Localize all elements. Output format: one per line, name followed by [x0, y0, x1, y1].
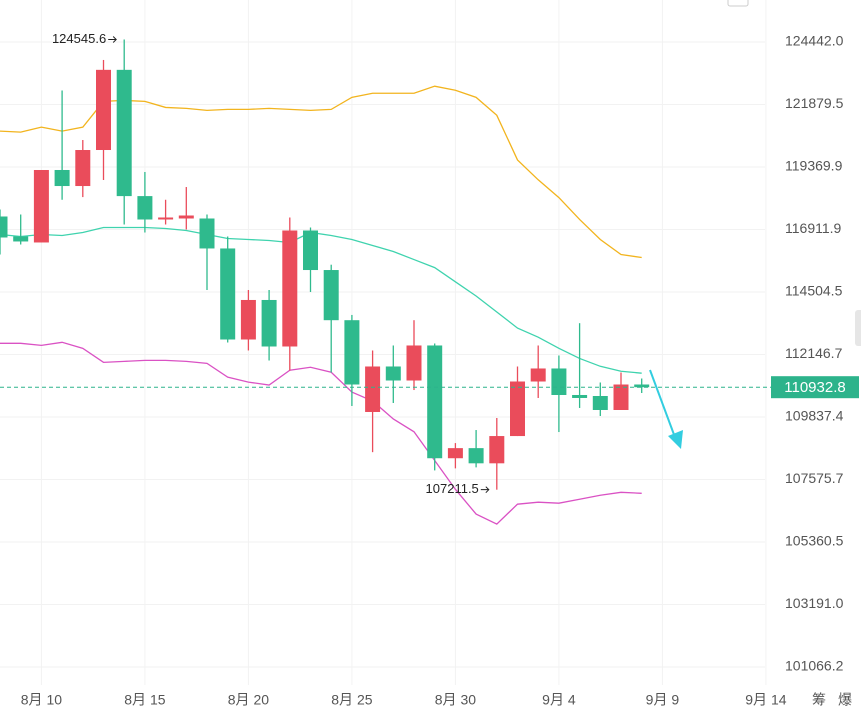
- toolbar-button[interactable]: 筹: [812, 692, 826, 708]
- candle-body: [634, 384, 650, 388]
- x-tick-label: 8月 10: [21, 692, 62, 708]
- candle-body: [489, 436, 505, 464]
- y-tick-label: 112146.7: [785, 345, 843, 361]
- trend-arrow: [649, 369, 677, 441]
- candle-body: [13, 236, 29, 242]
- candle-body: [447, 448, 463, 459]
- panel-icon[interactable]: [727, 0, 749, 7]
- extreme-arrow: [108, 36, 117, 43]
- candle-body: [510, 381, 525, 437]
- x-tick-label: 9月 9: [646, 692, 680, 708]
- y-tick-label: 109837.4: [785, 408, 844, 424]
- candle-body: [592, 395, 608, 410]
- x-tick-label: 9月 4: [542, 692, 576, 708]
- candle-body: [158, 217, 174, 220]
- candle-body: [468, 448, 484, 464]
- candle-body: [406, 345, 422, 381]
- x-tick-label: 8月 25: [331, 692, 372, 708]
- candle-body: [178, 215, 194, 219]
- x-tick-label: 8月 15: [124, 692, 165, 708]
- last-price-label: 110932.8: [784, 379, 845, 396]
- candle-body: [261, 299, 277, 347]
- candle-body: [116, 69, 132, 197]
- candle-body: [303, 230, 318, 271]
- x-tick-label: 8月 30: [435, 692, 476, 708]
- candle-body: [530, 368, 546, 382]
- candle-body: [365, 366, 381, 412]
- x-tick-label: 9月 14: [745, 692, 786, 708]
- candle-body: [220, 248, 236, 340]
- candle-body: [323, 270, 339, 321]
- extreme-label: 124545.6: [52, 31, 106, 46]
- candle-body: [282, 230, 298, 347]
- candle-body: [344, 320, 360, 385]
- candle-body: [551, 368, 567, 395]
- candle-body: [199, 218, 215, 249]
- y-tick-label: 121879.5: [785, 95, 844, 111]
- y-tick-label: 119369.9: [785, 158, 843, 174]
- side-tab[interactable]: [855, 310, 861, 346]
- extreme-arrow: [480, 486, 490, 494]
- trend-arrow-head: [668, 430, 683, 449]
- candle-body: [33, 169, 49, 243]
- y-tick-label: 107575.7: [785, 470, 844, 486]
- candle-body: [96, 69, 111, 151]
- candle-body: [137, 196, 153, 220]
- plot-layer: [0, 0, 767, 685]
- candle-body: [427, 345, 443, 459]
- candle-body: [613, 384, 629, 410]
- toolbar-button[interactable]: 爆: [838, 692, 852, 708]
- y-tick-label: 103191.0: [785, 595, 844, 611]
- candle-body: [54, 169, 70, 187]
- y-tick-label: 124442.0: [785, 33, 844, 49]
- y-tick-label: 105360.5: [785, 533, 844, 549]
- y-tick-label: 116911.9: [785, 220, 842, 236]
- candle-body: [572, 394, 588, 398]
- extreme-label: 107211.5: [426, 481, 479, 496]
- y-tick-label: 114504.5: [785, 283, 843, 299]
- candle-body: [385, 366, 401, 381]
- y-tick-label: 101066.2: [785, 658, 844, 674]
- last-price-box: [771, 376, 859, 399]
- x-tick-label: 8月 20: [228, 692, 269, 708]
- candle-body: [75, 150, 91, 187]
- candle-body: [240, 299, 256, 340]
- band-line: [0, 226, 642, 374]
- candle-body: [0, 216, 8, 238]
- band-line: [0, 341, 642, 525]
